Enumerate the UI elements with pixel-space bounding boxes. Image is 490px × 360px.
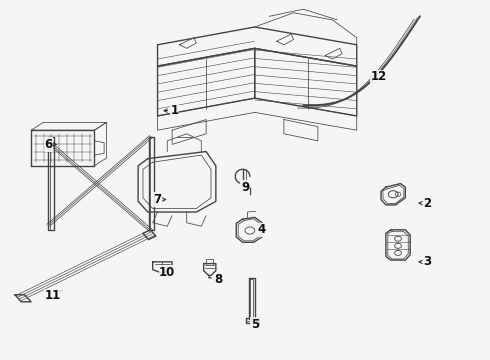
Text: 11: 11 xyxy=(45,289,61,302)
Text: 6: 6 xyxy=(44,138,52,151)
Text: 5: 5 xyxy=(250,318,259,330)
Text: 2: 2 xyxy=(423,197,431,210)
Text: 10: 10 xyxy=(159,266,175,279)
Text: 12: 12 xyxy=(370,70,387,83)
Text: 3: 3 xyxy=(423,255,431,268)
Text: 9: 9 xyxy=(241,181,249,194)
Text: 4: 4 xyxy=(258,223,266,236)
Text: 1: 1 xyxy=(171,104,179,117)
Text: 8: 8 xyxy=(214,273,222,286)
Text: 7: 7 xyxy=(153,193,162,206)
